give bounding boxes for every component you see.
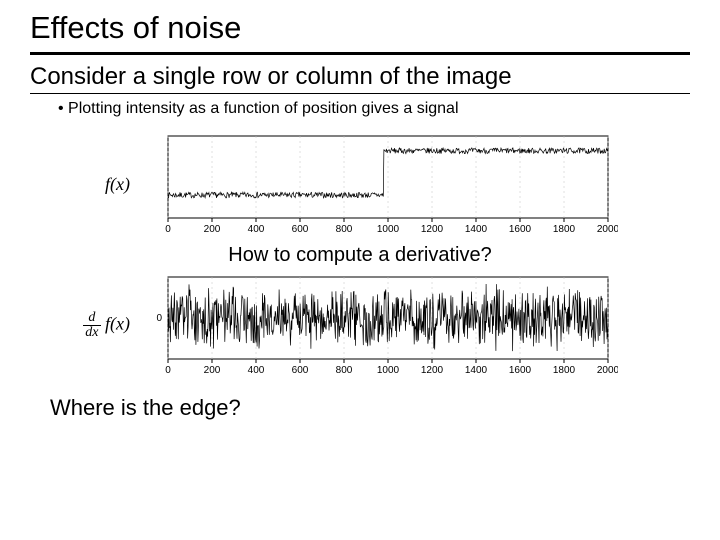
- svg-text:1000: 1000: [377, 365, 400, 376]
- bottom-question: Where is the edge?: [50, 395, 690, 421]
- svg-text:1200: 1200: [421, 224, 444, 235]
- svg-text:1800: 1800: [553, 224, 576, 235]
- fx-label-2: f(x): [105, 313, 130, 333]
- svg-text:1000: 1000: [377, 224, 400, 235]
- chart2-y-label: d dx f(x): [30, 311, 138, 340]
- bullet-1: Plotting intensity as a function of posi…: [58, 100, 690, 118]
- slide-title: Effects of noise: [30, 10, 690, 55]
- svg-text:800: 800: [336, 365, 353, 376]
- mid-question: How to compute a derivative?: [30, 244, 690, 267]
- frac-num: d: [83, 311, 100, 326]
- svg-text:600: 600: [292, 365, 309, 376]
- svg-text:200: 200: [204, 365, 221, 376]
- svg-text:600: 600: [292, 224, 309, 235]
- svg-text:2000: 2000: [597, 224, 618, 235]
- svg-text:800: 800: [336, 224, 353, 235]
- signal-chart: 0 200 400 600 800 1000 1200 1400 1600 1800 2000: [138, 128, 618, 240]
- svg-text:1400: 1400: [465, 365, 488, 376]
- derivative-chart: 0 200 400 600 800 1000 1200 1400 1600 1800 2000 0: [138, 269, 618, 381]
- svg-text:400: 400: [248, 224, 265, 235]
- svg-text:200: 200: [204, 224, 221, 235]
- svg-text:1800: 1800: [553, 365, 576, 376]
- fx-label: f(x): [105, 174, 130, 194]
- slide-subtitle: Consider a single row or column of the i…: [30, 63, 690, 94]
- chart1-y-label: f(x): [30, 174, 138, 195]
- svg-text:0: 0: [165, 224, 171, 235]
- frac-den: dx: [83, 326, 100, 340]
- d-dx-fraction: d dx: [83, 311, 100, 340]
- svg-text:1400: 1400: [465, 224, 488, 235]
- svg-text:1600: 1600: [509, 224, 532, 235]
- svg-text:0: 0: [156, 313, 162, 324]
- svg-text:0: 0: [165, 365, 171, 376]
- svg-text:1600: 1600: [509, 365, 532, 376]
- svg-text:1200: 1200: [421, 365, 444, 376]
- svg-text:2000: 2000: [597, 365, 618, 376]
- svg-text:400: 400: [248, 365, 265, 376]
